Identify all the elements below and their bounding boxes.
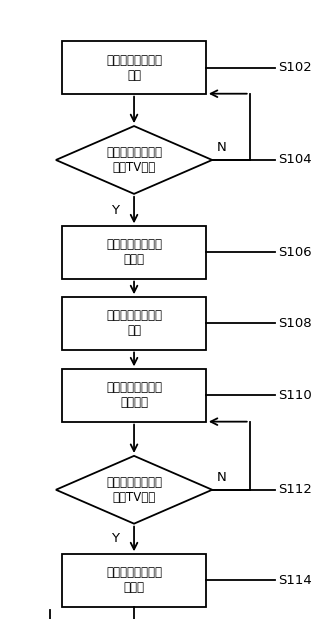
Text: S112: S112 — [278, 483, 312, 496]
Text: 是否外接信号线或
按下TV按键: 是否外接信号线或 按下TV按键 — [106, 146, 162, 174]
FancyBboxPatch shape — [62, 226, 206, 279]
Text: S108: S108 — [278, 317, 311, 330]
Polygon shape — [56, 126, 212, 194]
Text: 电子装置处于电视
模式: 电子装置处于电视 模式 — [106, 309, 162, 337]
Text: S102: S102 — [278, 61, 312, 74]
Text: 操作电子装置选择
收看节目: 操作电子装置选择 收看节目 — [106, 381, 162, 409]
Text: Y: Y — [111, 203, 119, 216]
FancyBboxPatch shape — [62, 41, 206, 94]
Text: 电子装置处于平板
模式: 电子装置处于平板 模式 — [106, 53, 162, 81]
FancyBboxPatch shape — [62, 369, 206, 422]
Text: 是否移除信号线或
按下TV按键: 是否移除信号线或 按下TV按键 — [106, 476, 162, 504]
Text: S106: S106 — [278, 246, 311, 259]
Text: 电子装置切换至平
板模式: 电子装置切换至平 板模式 — [106, 567, 162, 595]
Text: N: N — [217, 141, 227, 154]
Text: S110: S110 — [278, 389, 312, 402]
FancyBboxPatch shape — [62, 554, 206, 606]
Text: 电子装置切换至电
视模式: 电子装置切换至电 视模式 — [106, 238, 162, 266]
FancyBboxPatch shape — [62, 297, 206, 350]
Polygon shape — [56, 456, 212, 524]
Text: N: N — [217, 471, 227, 483]
Text: S114: S114 — [278, 574, 312, 587]
Text: Y: Y — [111, 532, 119, 545]
Text: S104: S104 — [278, 154, 311, 167]
